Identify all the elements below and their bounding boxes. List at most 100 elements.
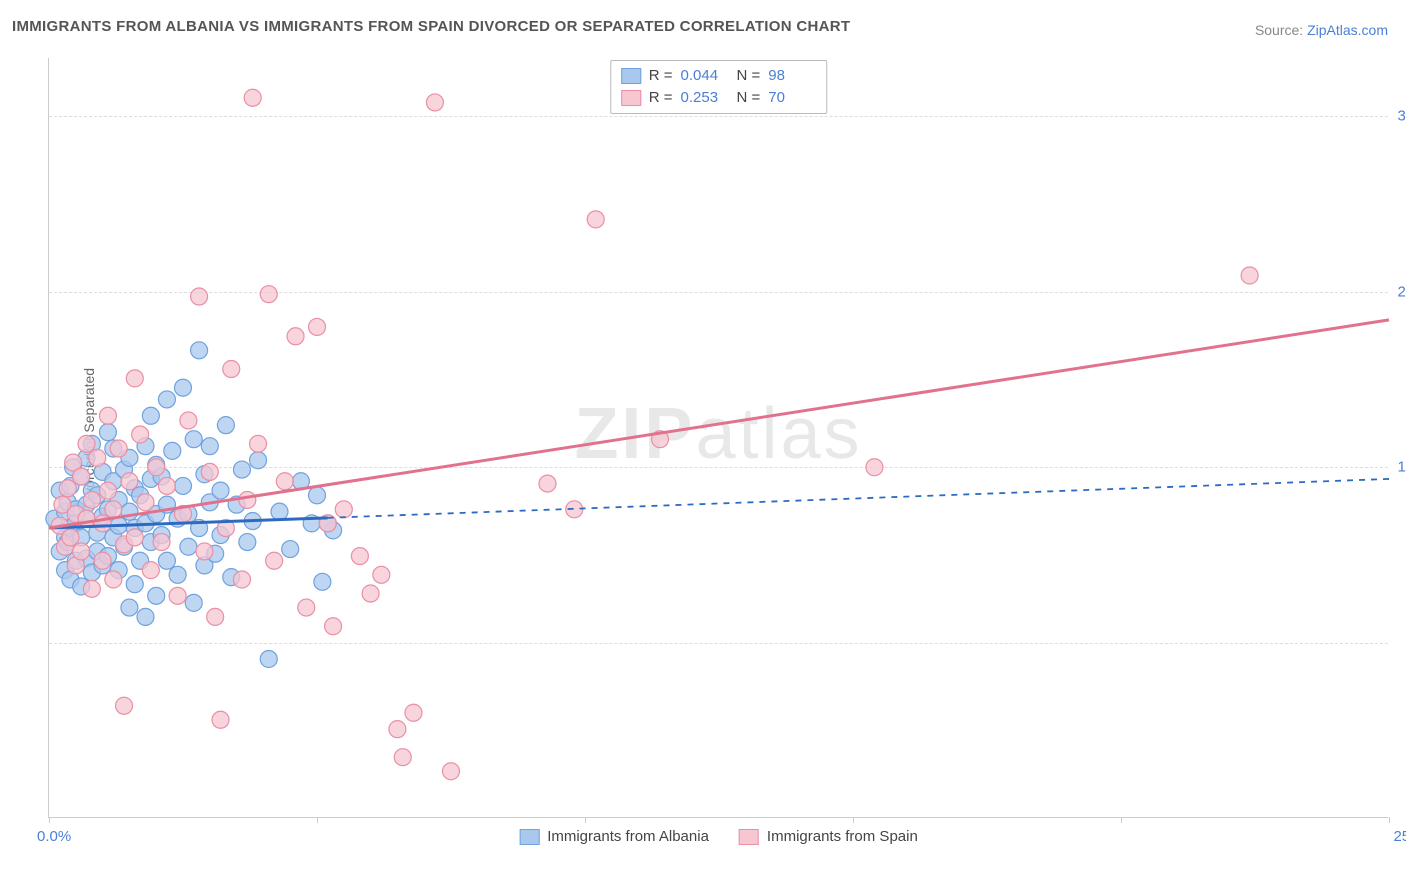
scatter-point-spain: [105, 501, 122, 518]
scatter-point-albania: [233, 461, 250, 478]
legend-row-albania: R = 0.044 N = 98: [621, 65, 817, 87]
scatter-point-spain: [142, 562, 159, 579]
scatter-point-spain: [539, 475, 556, 492]
scatter-point-spain: [389, 721, 406, 738]
scatter-point-albania: [239, 534, 256, 551]
x-tick: [1389, 817, 1390, 823]
scatter-point-spain: [126, 529, 143, 546]
trendline-ext-albania: [328, 479, 1389, 518]
scatter-point-albania: [185, 594, 202, 611]
scatter-point-spain: [1241, 267, 1258, 284]
scatter-point-spain: [153, 534, 170, 551]
scatter-point-albania: [99, 424, 116, 441]
scatter-point-albania: [191, 342, 208, 359]
legend-item-spain: Immigrants from Spain: [739, 828, 918, 845]
scatter-point-spain: [94, 552, 111, 569]
legend-label-albania: Immigrants from Albania: [547, 828, 709, 845]
scatter-point-albania: [185, 431, 202, 448]
r-value-albania: 0.044: [681, 65, 729, 87]
legend-item-albania: Immigrants from Albania: [519, 828, 709, 845]
scatter-point-spain: [394, 749, 411, 766]
scatter-point-spain: [443, 763, 460, 780]
scatter-point-spain: [223, 361, 240, 378]
x-tick: [585, 817, 586, 823]
scatter-point-albania: [121, 599, 138, 616]
scatter-point-spain: [137, 494, 154, 511]
scatter-point-albania: [282, 541, 299, 558]
scatter-point-spain: [866, 459, 883, 476]
scatter-point-spain: [132, 426, 149, 443]
scatter-point-spain: [59, 480, 76, 497]
scatter-point-spain: [121, 473, 138, 490]
scatter-point-spain: [587, 211, 604, 228]
scatter-point-spain: [83, 580, 100, 597]
scatter-point-albania: [217, 417, 234, 434]
x-tick: [317, 817, 318, 823]
x-tick-min: 0.0%: [37, 828, 71, 845]
scatter-point-spain: [351, 548, 368, 565]
scatter-point-spain: [78, 435, 95, 452]
scatter-point-spain: [233, 571, 250, 588]
n-value-spain: 70: [768, 87, 816, 109]
scatter-point-albania: [148, 587, 165, 604]
scatter-point-spain: [335, 501, 352, 518]
scatter-point-albania: [142, 407, 159, 424]
x-tick-max: 25.0%: [1393, 828, 1406, 845]
scatter-point-spain: [309, 318, 326, 335]
y-tick-label: 22.5%: [1397, 283, 1406, 300]
scatter-point-albania: [175, 477, 192, 494]
scatter-point-albania: [158, 552, 175, 569]
scatter-point-spain: [266, 552, 283, 569]
scatter-point-spain: [325, 618, 342, 635]
scatter-point-spain: [116, 697, 133, 714]
source-link[interactable]: ZipAtlas.com: [1307, 22, 1388, 38]
legend-row-spain: R = 0.253 N = 70: [621, 87, 817, 109]
chart-title: IMMIGRANTS FROM ALBANIA VS IMMIGRANTS FR…: [12, 18, 850, 35]
scatter-point-spain: [362, 585, 379, 602]
scatter-point-spain: [405, 704, 422, 721]
legend-label-spain: Immigrants from Spain: [767, 828, 918, 845]
swatch-albania-2: [519, 829, 539, 845]
scatter-point-spain: [244, 89, 261, 106]
source-attribution: Source: ZipAtlas.com: [1255, 22, 1388, 38]
scatter-point-albania: [212, 482, 229, 499]
scatter-point-spain: [148, 459, 165, 476]
scatter-point-spain: [212, 711, 229, 728]
swatch-spain-2: [739, 829, 759, 845]
scatter-point-albania: [250, 452, 267, 469]
trendline-spain: [49, 320, 1389, 528]
scatter-point-spain: [276, 473, 293, 490]
scatter-point-spain: [180, 412, 197, 429]
scatter-point-albania: [158, 391, 175, 408]
swatch-albania: [621, 68, 641, 84]
scatter-point-spain: [62, 529, 79, 546]
scatter-point-spain: [207, 608, 224, 625]
scatter-point-albania: [175, 379, 192, 396]
n-value-albania: 98: [768, 65, 816, 87]
scatter-point-albania: [164, 442, 181, 459]
scatter-point-spain: [239, 491, 256, 508]
y-tick-label: 15.0%: [1397, 459, 1406, 476]
r-value-spain: 0.253: [681, 87, 729, 109]
scatter-point-albania: [201, 438, 218, 455]
scatter-point-spain: [287, 328, 304, 345]
scatter-point-spain: [99, 407, 116, 424]
scatter-point-albania: [309, 487, 326, 504]
legend-stats: R = 0.044 N = 98 R = 0.253 N = 70: [610, 60, 828, 114]
scatter-point-spain: [196, 543, 213, 560]
scatter-point-spain: [99, 482, 116, 499]
x-tick: [49, 817, 50, 823]
y-tick-label: 30.0%: [1397, 108, 1406, 125]
scatter-point-spain: [126, 370, 143, 387]
scatter-point-albania: [180, 538, 197, 555]
scatter-point-spain: [105, 571, 122, 588]
scatter-point-albania: [137, 608, 154, 625]
scatter-svg: [49, 58, 1388, 817]
legend-series: Immigrants from Albania Immigrants from …: [519, 828, 918, 845]
plot-area: Divorced or Separated ZIPatlas 7.5%15.0%…: [48, 58, 1388, 818]
swatch-spain: [621, 90, 641, 106]
scatter-point-spain: [89, 449, 106, 466]
scatter-point-spain: [110, 440, 127, 457]
scatter-point-spain: [201, 463, 218, 480]
scatter-point-spain: [191, 288, 208, 305]
